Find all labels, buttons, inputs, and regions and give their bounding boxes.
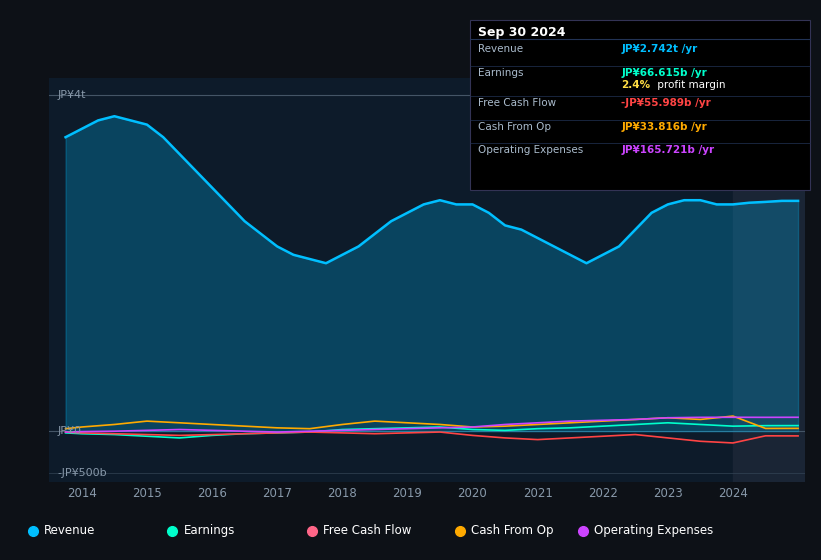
Text: JP¥165.721b /yr: JP¥165.721b /yr <box>621 145 714 155</box>
Text: Revenue: Revenue <box>478 44 523 54</box>
Text: Operating Expenses: Operating Expenses <box>594 524 713 538</box>
Text: Earnings: Earnings <box>184 524 236 538</box>
Text: JP¥33.816b /yr: JP¥33.816b /yr <box>621 122 707 132</box>
Text: 2.4%: 2.4% <box>621 80 650 90</box>
Text: JP¥0: JP¥0 <box>57 426 81 436</box>
Text: Operating Expenses: Operating Expenses <box>478 145 583 155</box>
Text: Revenue: Revenue <box>44 524 96 538</box>
Text: Free Cash Flow: Free Cash Flow <box>323 524 412 538</box>
Text: Earnings: Earnings <box>478 68 523 78</box>
Bar <box>733 78 811 482</box>
Text: Free Cash Flow: Free Cash Flow <box>478 98 556 108</box>
Text: -JP¥55.989b /yr: -JP¥55.989b /yr <box>621 98 711 108</box>
Text: Cash From Op: Cash From Op <box>478 122 551 132</box>
Text: JP¥2.742t /yr: JP¥2.742t /yr <box>621 44 698 54</box>
Text: profit margin: profit margin <box>654 80 726 90</box>
Text: -JP¥500b: -JP¥500b <box>57 468 107 478</box>
Text: Sep 30 2024: Sep 30 2024 <box>478 26 566 39</box>
Text: JP¥66.615b /yr: JP¥66.615b /yr <box>621 68 707 78</box>
Text: JP¥4t: JP¥4t <box>57 90 85 100</box>
Text: Cash From Op: Cash From Op <box>471 524 553 538</box>
